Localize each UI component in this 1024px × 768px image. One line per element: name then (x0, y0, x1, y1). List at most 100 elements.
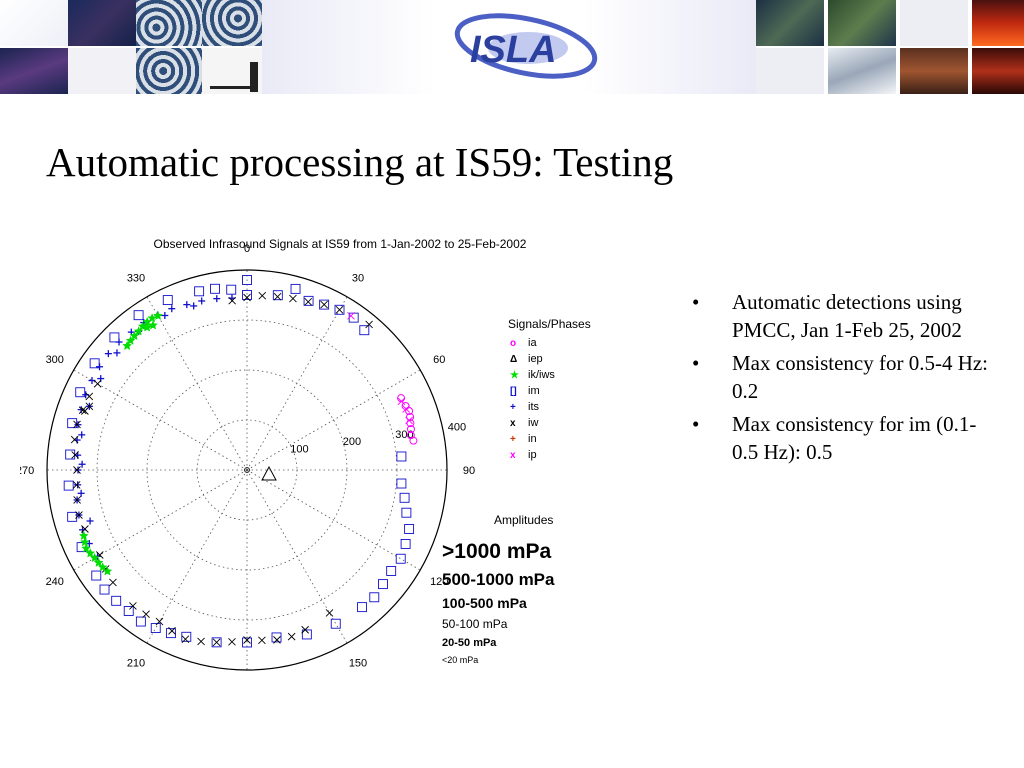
data-point-square (111, 595, 122, 606)
series-ip (347, 311, 413, 425)
data-point-square (133, 310, 144, 321)
data-point-x (365, 320, 373, 329)
data-point-plus (183, 301, 191, 309)
data-point-plus (78, 431, 86, 439)
data-point-square (271, 632, 282, 643)
data-point-square (272, 290, 283, 301)
data-point-plus (168, 305, 176, 313)
data-point-x (243, 293, 251, 302)
legend-label: ia (528, 337, 537, 349)
legend-label: ik/iws (528, 369, 555, 381)
grid-spoke (73, 469, 248, 571)
data-point-square (396, 478, 407, 489)
legend-symbol: + (510, 402, 516, 413)
data-point-x (73, 496, 81, 504)
data-point-x (273, 292, 282, 301)
bullet-dot: • (692, 290, 700, 314)
data-point-star (93, 557, 104, 567)
marker-stroke (101, 565, 110, 573)
data-point-square (348, 312, 359, 323)
data-point-star (81, 543, 92, 553)
marker-stroke (335, 305, 344, 314)
marker-stroke (301, 625, 309, 634)
data-point-square (242, 275, 252, 285)
data-point-star (97, 562, 108, 572)
data-point-square (63, 480, 74, 491)
marker-stroke (155, 617, 164, 626)
banner-image-clouds (828, 48, 896, 94)
data-point-x (402, 405, 410, 413)
legend-label: im (528, 385, 540, 397)
data-point-square (211, 637, 222, 648)
station-marker (261, 465, 277, 481)
data-point-plus (79, 526, 87, 534)
marker-stroke (109, 578, 117, 587)
phase-legend: Signals/Phases o ia Δ iep ★ ik/iws [] im + its x iw +… (508, 317, 591, 461)
amplitude-label: <20 mPa (442, 655, 478, 665)
data-point-square (109, 332, 120, 343)
grid-spoke (73, 369, 248, 471)
grid-spoke (246, 296, 348, 471)
angle-tick-label: 150 (349, 657, 367, 669)
polar-grid (46, 269, 448, 671)
data-point-x (287, 632, 296, 641)
data-point-x (129, 602, 137, 610)
data-point-square (357, 602, 368, 613)
data-point-x (243, 636, 251, 644)
marker-stroke (365, 320, 373, 329)
data-point-square (401, 507, 412, 518)
banner-image-wave-print (136, 48, 204, 94)
marker-stroke (402, 405, 410, 413)
banner-image-microphone (202, 48, 262, 94)
outer-circle (46, 269, 448, 671)
data-point-x (109, 578, 117, 587)
amplitude-legend: Amplitudes >1000 mPa 500-1000 mPa 100-500 m… (442, 513, 555, 665)
marker-stroke (325, 609, 334, 617)
data-point-square (330, 618, 341, 629)
data-point-x (93, 379, 102, 388)
banner-image-wave-print (202, 0, 262, 46)
banner-image-blank (756, 48, 824, 94)
data-point-x (85, 402, 94, 411)
banner-image-earth (828, 0, 896, 46)
amplitude-label: 50-100 mPa (442, 617, 508, 631)
bullet-item: • Max consistency for 0.5-4 Hz: 0.2 (692, 349, 992, 405)
marker-stroke (70, 435, 79, 444)
radius-tick-label: 200 (343, 436, 361, 448)
station-triangle (261, 465, 277, 481)
banner-image-meteor (0, 48, 68, 94)
marker-stroke (243, 636, 251, 644)
series-iw (70, 291, 373, 647)
angle-tick-label: 210 (127, 657, 145, 669)
data-point-square (359, 325, 370, 336)
data-point-x (78, 406, 87, 414)
legend-label: iep (528, 353, 543, 365)
banner-image-canyon (900, 48, 968, 94)
data-point-plus (190, 302, 198, 310)
data-point-plus (161, 311, 169, 319)
data-point-plus (198, 297, 206, 305)
legend-symbol: o (510, 338, 516, 349)
data-point-x (212, 638, 221, 647)
banner-image-blank (68, 48, 136, 94)
angle-tick-label: 0 (244, 243, 250, 255)
legend-label: its (528, 401, 540, 413)
bullet-list: • Automatic detections using PMCC, Jan 1-… (692, 288, 992, 471)
data-point-circle (406, 413, 415, 422)
data-point-star (133, 326, 144, 336)
marker-stroke (73, 420, 81, 429)
banner-image-blank (900, 0, 968, 46)
data-point-square (162, 295, 173, 306)
data-point-square (210, 283, 220, 294)
data-point-square (242, 637, 252, 648)
marker-stroke (273, 636, 281, 644)
data-points (63, 275, 418, 648)
data-point-x (289, 294, 297, 303)
angle-tick-label: 90 (463, 465, 475, 477)
series-ikiws (78, 310, 163, 576)
angle-tick-label: 60 (433, 354, 445, 366)
data-point-plus (213, 295, 221, 303)
data-point-x (325, 609, 334, 617)
grid-spoke (146, 296, 248, 471)
data-point-square (301, 629, 312, 640)
